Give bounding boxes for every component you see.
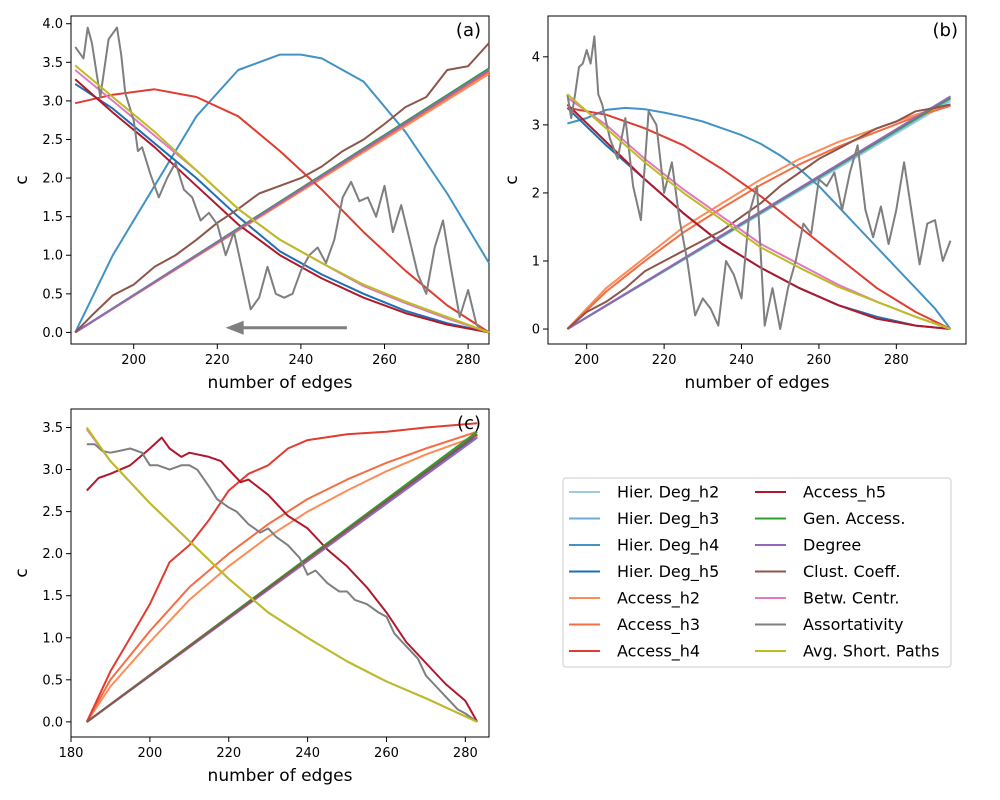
panel-a-xlabel: number of edges (208, 373, 353, 393)
legend-items: Hier. Deg_h2 Hier. Deg_h3 Hier. Deg_h4 Hier… (569, 483, 939, 662)
panel-a-ytick-label-6: 3.0 (42, 94, 63, 109)
panel-a-xtick-label-1: 220 (205, 353, 230, 368)
panel-c-series-line-7 (86, 436, 479, 723)
panel-c-ytick-label-2: 1.0 (42, 631, 63, 646)
legend-label-0-1: Hier. Deg_h3 (617, 509, 719, 529)
panel-c-ytick-label-0: 0.0 (42, 715, 63, 730)
panel-a-xtick-label-3: 260 (372, 353, 397, 368)
panel-a-ticks: 200 220 240 260 280 0.0 0.5 1.0 1.5 2.0 2.5 3.0 3.5 4… (42, 17, 480, 368)
legend-label-0-0: Hier. Deg_h2 (617, 483, 719, 503)
panel-a-series-line-3 (74, 83, 490, 334)
panel-c-xtick-label-0: 180 (59, 746, 84, 761)
panel-a-ylabel: c (12, 175, 32, 184)
panel-a: 200 220 240 260 280 0.0 0.5 1.0 1.5 2.0 2.5 3.0 3.5 4… (12, 15, 490, 393)
legend-label-1-1: Gen. Access. (803, 509, 905, 528)
panel-b-ytick-label-0: 0 (532, 323, 540, 338)
panel-a-ytick-label-5: 2.5 (42, 133, 63, 148)
panel-b-xtick-label-3: 260 (807, 353, 832, 368)
panel-c-series-line-10 (86, 433, 478, 723)
panel-c-xtick-label-3: 240 (295, 746, 320, 761)
panel-a-series (74, 26, 490, 334)
panel-a-series-line-10 (74, 42, 490, 334)
panel-b-xtick-label-4: 280 (884, 353, 909, 368)
legend-label-0-5: Access_h3 (617, 615, 700, 635)
panel-a-series-line-13 (74, 64, 490, 334)
panel-a-xtick-label-2: 240 (288, 353, 313, 368)
legend-label-1-6: Avg. Short. Paths (803, 642, 939, 661)
panel-c-ytick-label-7: 3.5 (42, 421, 63, 436)
panel-b-series-line-12 (566, 35, 952, 330)
panel-b-series-line-10 (566, 103, 951, 330)
panel-b-xtick-label-0: 200 (574, 353, 599, 368)
panel-c-series-line-6 (85, 422, 478, 723)
legend-label-0-3: Hier. Deg_h5 (617, 562, 719, 582)
panel-c-ytick-label-4: 2.0 (42, 547, 63, 562)
panel-b-series-line-13 (566, 93, 951, 330)
panel-c-ticks: 180 200 220 240 260 280 0.0 0.5 1.0 1.5 2.0 2.5 3.0 3… (42, 421, 477, 761)
legend-label-1-0: Access_h5 (803, 483, 886, 503)
panel-c-frame (70, 408, 490, 738)
panel-b-frame (547, 15, 967, 345)
panel-b-xtick-label-2: 240 (729, 353, 754, 368)
panel-c-ytick-label-1: 0.5 (42, 673, 63, 688)
panel-a-ytick-label-8: 4.0 (42, 17, 63, 32)
panel-c-xtick-label-2: 220 (216, 746, 241, 761)
arrow-left-icon (225, 320, 244, 335)
panel-c-xtick-label-1: 200 (137, 746, 162, 761)
panel-c-series-line-13 (85, 426, 478, 723)
panel-a-ytick-label-3: 1.5 (42, 210, 63, 225)
panel-b-series-line-2 (567, 106, 952, 330)
panel-b-ytick-label-4: 4 (532, 50, 540, 65)
panel-b-ytick-label-3: 3 (532, 118, 540, 133)
panel-a-series-line-9 (74, 69, 490, 334)
panel-c-ytick-label-6: 3.0 (42, 463, 63, 478)
panel-a-ytick-label-0: 0.0 (42, 326, 63, 341)
panel-b-label: (b) (933, 20, 958, 41)
panel-c-xtick-label-5: 280 (453, 746, 478, 761)
panel-c-ytick-label-3: 1.5 (42, 589, 63, 604)
panel-a-ytick-label-4: 2.0 (42, 172, 63, 187)
panel-a-ytick-label-7: 3.5 (42, 56, 63, 71)
legend-label-0-2: Hier. Deg_h4 (617, 536, 719, 556)
legend-label-0-6: Access_h4 (617, 642, 700, 662)
panel-b-series (566, 35, 952, 330)
legend: Hier. Deg_h2 Hier. Deg_h3 Hier. Deg_h4 Hier… (562, 477, 952, 668)
panel-a-annotation (225, 320, 347, 335)
legend-label-0-4: Access_h2 (617, 589, 700, 609)
panel-c-label: (c) (457, 413, 481, 434)
panel-c-xtick-label-4: 260 (374, 746, 399, 761)
legend-label-1-5: Assortativity (803, 615, 903, 634)
panel-a-series-line-2 (74, 53, 490, 333)
panel-a-series-line-6 (74, 88, 490, 334)
panel-c-series-line-5 (85, 430, 478, 723)
legend-label-1-4: Betw. Centr. (803, 589, 900, 608)
panel-c-series (85, 422, 479, 723)
panel-b-ytick-label-2: 2 (532, 186, 540, 201)
panel-c-ytick-label-5: 2.5 (42, 505, 63, 520)
panel-b-ytick-label-1: 1 (532, 254, 540, 269)
panel-c: 180 200 220 240 260 280 0.0 0.5 1.0 1.5 2.0 2.5 3.0 3… (12, 408, 490, 786)
panel-b-ticks: 200 220 240 260 280 0 1 2 3 4 (532, 50, 909, 368)
legend-label-1-2: Degree (803, 536, 861, 555)
panel-c-series-line-12 (86, 443, 478, 723)
panel-c-xlabel: number of edges (208, 766, 353, 786)
panel-b-xlabel: number of edges (685, 373, 830, 393)
panel-a-frame (70, 15, 490, 345)
panel-a-xtick-label-4: 280 (456, 353, 481, 368)
panel-c-ylabel: c (12, 568, 32, 577)
panel-a-xtick-label-0: 200 (121, 353, 146, 368)
panel-b-ylabel: c (502, 175, 522, 184)
panel-a-ytick-label-2: 1.0 (42, 249, 63, 264)
panel-b-xtick-label-1: 220 (652, 353, 677, 368)
panel-c-series-line-4 (85, 434, 478, 723)
panel-b: 200 220 240 260 280 0 1 2 3 4 (b) number of edges… (502, 15, 967, 393)
panel-b-series-line-5 (566, 104, 951, 330)
panel-a-label: (a) (456, 20, 481, 41)
panel-a-series-line-7 (74, 78, 490, 334)
legend-label-1-3: Clust. Coeff. (803, 562, 900, 581)
panel-a-ytick-label-1: 0.5 (42, 287, 63, 302)
panel-b-series-line-6 (567, 106, 951, 330)
